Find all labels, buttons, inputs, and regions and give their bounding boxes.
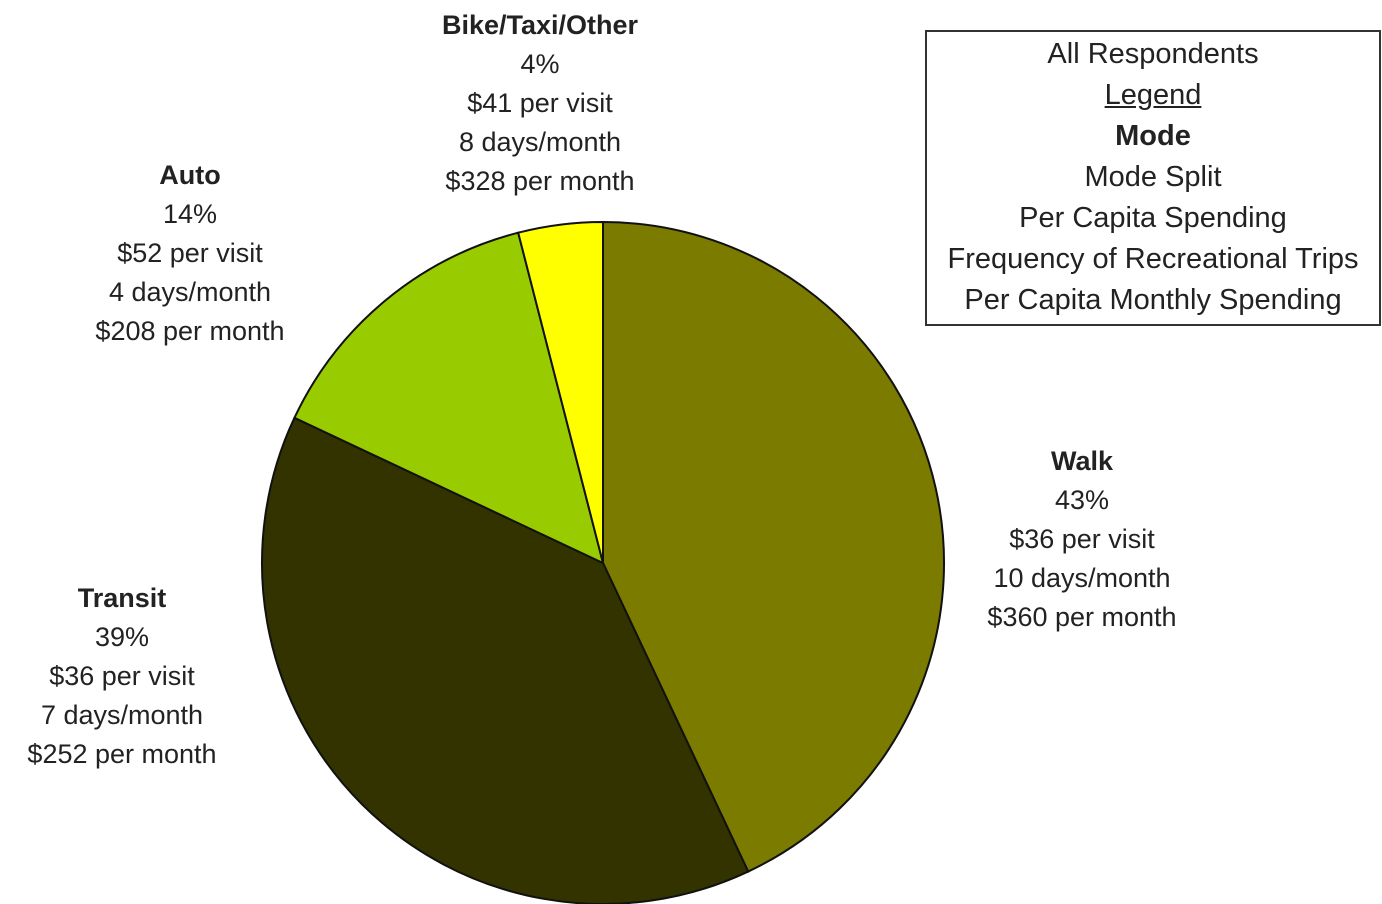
slice-share-label: 4% bbox=[520, 49, 560, 79]
slice-monthly-label: $360 per month bbox=[987, 602, 1177, 632]
slice-per-visit-label: $36 per visit bbox=[49, 661, 195, 691]
slice-share-label: 14% bbox=[162, 199, 218, 229]
pie-slice-auto bbox=[293, 231, 605, 565]
slice-mode-label: Bike/Taxi/Other bbox=[441, 10, 639, 40]
slice-label-bike-taxi-other: Bike/Taxi/Other 4% $41 per visit 8 days/… bbox=[442, 6, 638, 201]
pie-slice-bike-taxi-other bbox=[516, 220, 604, 564]
slice-share-label: 43% bbox=[1054, 485, 1110, 515]
legend-line-monthly-spending: Per Capita Monthly Spending bbox=[964, 284, 1342, 316]
slice-frequency-label: 10 days/month bbox=[993, 563, 1171, 593]
pie-slice-walk bbox=[602, 220, 946, 873]
slice-monthly-label: $208 per month bbox=[95, 316, 285, 346]
slice-mode-label: Transit bbox=[77, 583, 167, 613]
legend-line-per-capita-spending: Per Capita Spending bbox=[1019, 202, 1287, 234]
slice-mode-label: Auto bbox=[159, 160, 221, 190]
slice-per-visit-label: $41 per visit bbox=[467, 88, 613, 118]
legend-line-mode: Mode bbox=[1115, 120, 1191, 152]
slice-share-label: 39% bbox=[94, 622, 150, 652]
slice-monthly-label: $328 per month bbox=[445, 166, 635, 196]
legend-box: All Respondents Legend Mode Mode Split P… bbox=[925, 30, 1381, 326]
slice-frequency-label: 8 days/month bbox=[458, 127, 622, 157]
slice-per-visit-label: $52 per visit bbox=[117, 238, 263, 268]
slice-label-walk: Walk 43% $36 per visit 10 days/month $36… bbox=[987, 442, 1176, 637]
slice-per-visit-label: $36 per visit bbox=[1009, 524, 1155, 554]
slice-monthly-label: $252 per month bbox=[27, 739, 217, 769]
slice-label-transit: Transit 39% $36 per visit 7 days/month $… bbox=[27, 579, 216, 774]
pie-slice-transit bbox=[260, 416, 750, 904]
legend-heading: Legend bbox=[1104, 79, 1202, 111]
slice-label-auto: Auto 14% $52 per visit 4 days/month $208… bbox=[95, 156, 284, 351]
legend-line-mode-split: Mode Split bbox=[1084, 161, 1222, 193]
slice-frequency-label: 7 days/month bbox=[40, 700, 204, 730]
slice-mode-label: Walk bbox=[1050, 446, 1114, 476]
legend-title: All Respondents bbox=[1047, 38, 1259, 70]
slice-frequency-label: 4 days/month bbox=[108, 277, 272, 307]
legend-line-frequency: Frequency of Recreational Trips bbox=[947, 243, 1359, 275]
